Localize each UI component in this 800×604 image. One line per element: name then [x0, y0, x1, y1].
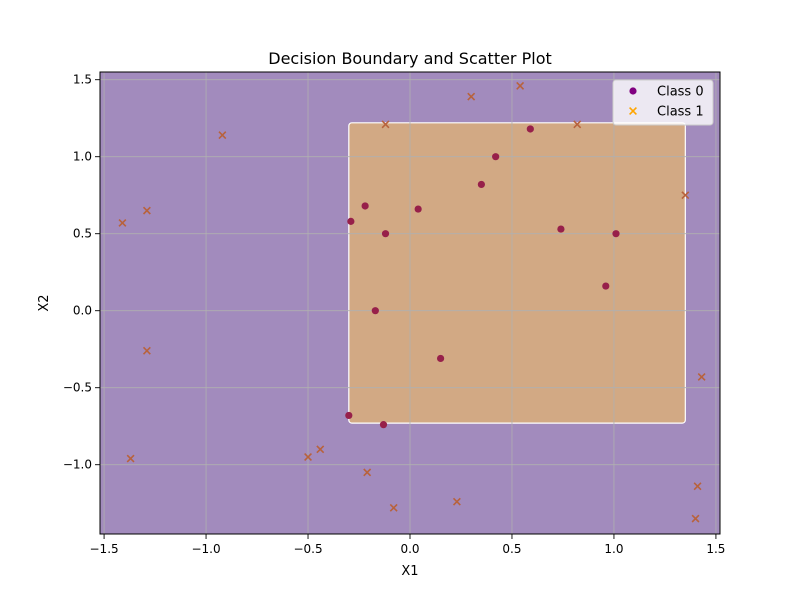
- class-0-point: [526, 125, 534, 133]
- class-1-point: [452, 497, 461, 506]
- x-tick-label: 0.5: [502, 542, 521, 556]
- x-tick-label: 1.5: [706, 542, 725, 556]
- x-tick-label: −1.5: [90, 542, 119, 556]
- class-0-point: [361, 202, 369, 210]
- y-tick-label: 1.5: [73, 73, 92, 87]
- class-1-point: [389, 503, 398, 512]
- legend-label-0: Class 0: [657, 85, 704, 100]
- class-0-point: [557, 225, 565, 233]
- legend-label-1: Class 1: [657, 105, 704, 120]
- class-1-region: [348, 122, 686, 424]
- class-1-point: [363, 468, 372, 477]
- class-1-point: [304, 453, 312, 461]
- x-tick-label: −0.5: [293, 542, 322, 556]
- data-points: [118, 81, 706, 523]
- y-tick-label: −0.5: [63, 381, 92, 395]
- class-1-point: [381, 120, 390, 129]
- class-0-point: [379, 421, 388, 429]
- class-1-point: [681, 191, 690, 200]
- class-0-point: [347, 217, 355, 225]
- class-0-point: [345, 411, 353, 420]
- y-tick-label: 1.0: [73, 150, 92, 164]
- y-tick-label: 0.5: [73, 227, 92, 241]
- class-1-point: [691, 514, 700, 523]
- y-axis-label: X2: [37, 294, 52, 311]
- class-1-point: [697, 372, 706, 381]
- class-1-point: [142, 206, 151, 215]
- class-0-point: [436, 354, 445, 363]
- class-0-point: [612, 230, 620, 238]
- x-tick-label: 0.0: [400, 542, 419, 556]
- class-1-point: [467, 92, 476, 101]
- class-1-point: [573, 120, 582, 129]
- class-1-point: [218, 131, 227, 140]
- class-1-point: [142, 346, 151, 355]
- class-1-point: [516, 81, 525, 90]
- y-tick-label: 0.0: [73, 304, 92, 318]
- legend-marker-1: [629, 107, 637, 115]
- x-tick-label: 1.0: [604, 542, 623, 556]
- class-1-point: [693, 482, 702, 491]
- x-tick-label: −1.0: [191, 542, 220, 556]
- class-0-point: [381, 230, 390, 238]
- class-1-point: [316, 445, 325, 454]
- plot-area: −1.5 −1.0 −0.5 0.0 0.5 1.0 1.5 −1.0 −0.5 0.0 0.5 1.…: [63, 71, 725, 556]
- class-0-point: [371, 307, 379, 315]
- chart-title: Decision Boundary and Scatter Plot: [268, 49, 552, 68]
- class-0-point: [414, 205, 422, 213]
- legend: Class 0 Class 1: [612, 79, 714, 126]
- x-axis-label: X1: [401, 564, 418, 579]
- class-0-point: [602, 282, 610, 290]
- class-1-point: [118, 218, 127, 227]
- class-0-point: [492, 153, 500, 161]
- class-1-point: [126, 454, 135, 463]
- legend-box: [612, 79, 714, 126]
- class-0-point: [477, 180, 485, 189]
- y-tick-label: −1.0: [63, 458, 92, 472]
- legend-marker-0: [629, 87, 637, 95]
